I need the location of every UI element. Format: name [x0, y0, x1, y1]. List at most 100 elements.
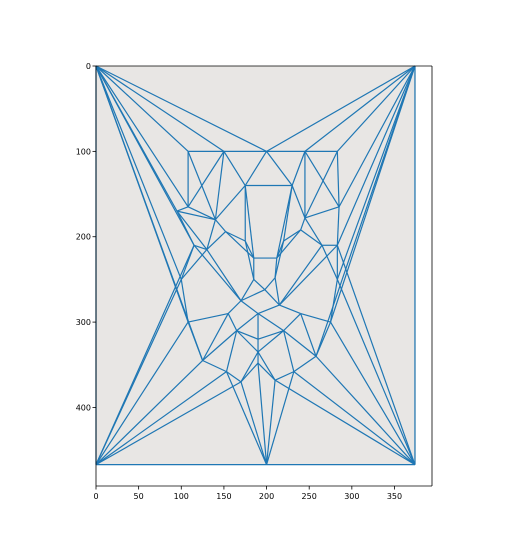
mesh-edge: [283, 229, 301, 242]
mesh-edge: [236, 313, 259, 332]
mesh-edge: [304, 65, 416, 152]
mesh-edge: [95, 371, 227, 466]
mesh-edge: [304, 151, 338, 219]
mesh-edge: [95, 65, 267, 152]
mesh-edge: [293, 371, 416, 466]
mesh-edge: [257, 351, 276, 381]
mesh-edge: [274, 379, 416, 466]
photo-placeholder: [96, 66, 416, 465]
mesh-edge: [264, 277, 276, 291]
mesh-edge: [214, 185, 246, 221]
mesh-edge: [227, 300, 242, 314]
mesh-edge: [95, 65, 189, 152]
mesh-edge: [266, 151, 293, 186]
mesh-edge: [95, 65, 189, 208]
mesh-edge: [279, 304, 301, 315]
mesh-edge: [193, 244, 208, 251]
mesh-edge: [283, 313, 302, 332]
mesh-edge: [264, 289, 280, 306]
mesh-edge: [300, 313, 317, 357]
mesh-edge: [214, 151, 225, 220]
mesh-edge: [95, 65, 225, 152]
mesh-edge: [283, 330, 317, 357]
mesh-edge: [244, 240, 255, 280]
mesh-edge: [180, 279, 189, 323]
mesh-edge: [257, 362, 276, 381]
mesh-edge: [227, 313, 238, 331]
mesh-edge: [206, 219, 216, 250]
mesh-edge: [187, 312, 229, 323]
y-tick-label: 200: [76, 233, 91, 242]
mesh-edge: [253, 278, 266, 291]
mesh-edge: [336, 245, 416, 465]
mesh-edge: [315, 321, 332, 357]
mesh-edge: [95, 381, 242, 466]
mesh-edge: [278, 244, 323, 306]
mesh-edge: [336, 151, 340, 207]
mesh-edge: [223, 151, 246, 186]
mesh-edge: [274, 371, 295, 381]
mesh-edge: [304, 206, 340, 219]
axes: 0 50 100 150 200 250 300 350 0 100 200 300 400: [76, 62, 433, 501]
mesh-edge: [202, 330, 238, 361]
mesh-edge: [180, 245, 195, 280]
mesh-edge: [202, 359, 227, 373]
x-tick-label: 100: [174, 492, 189, 501]
mesh-edge: [304, 217, 323, 246]
mesh-edge: [214, 219, 227, 233]
mesh-edge: [244, 240, 255, 259]
mesh-edge: [240, 351, 259, 383]
mesh-edge: [276, 185, 293, 259]
mesh-edge: [225, 231, 246, 242]
mesh-edge: [176, 210, 195, 246]
mesh-edge: [176, 210, 216, 221]
x-tick-label: 0: [93, 492, 98, 501]
mesh-edge: [176, 210, 208, 250]
mesh-edge: [95, 65, 195, 246]
y-tick-label: 400: [76, 403, 91, 412]
y-tick-label: 100: [76, 147, 91, 156]
mesh-edge: [95, 245, 195, 465]
mesh-edge: [329, 279, 338, 323]
mesh-edge: [266, 65, 416, 152]
mesh-edge: [257, 330, 284, 353]
mesh-edge: [193, 244, 242, 302]
x-tick-label: 150: [216, 492, 231, 501]
mesh-edge: [236, 330, 259, 340]
y-tick-label: 0: [86, 62, 91, 71]
mesh-edge: [274, 277, 280, 306]
mesh-edge: [236, 330, 259, 353]
mesh-edge: [202, 313, 229, 361]
mesh-edge: [291, 185, 306, 219]
mesh-edge: [293, 355, 317, 373]
mesh-edge: [276, 229, 302, 259]
x-tick-label: 250: [302, 492, 317, 501]
mesh-edge: [95, 65, 204, 361]
mesh-edge: [95, 65, 182, 280]
mesh-edge: [338, 65, 416, 208]
y-tick-label: 300: [76, 318, 91, 327]
mesh-edge: [330, 321, 416, 465]
mesh-edge: [225, 231, 255, 259]
mesh-edge: [176, 206, 189, 212]
x-tick-label: 300: [344, 492, 359, 501]
mesh-edge: [240, 381, 268, 465]
mesh-edge: [95, 321, 189, 465]
mesh-edge: [95, 360, 204, 466]
mesh-edge: [300, 312, 331, 323]
mesh-edge: [336, 279, 416, 465]
mesh-edge: [336, 206, 340, 246]
mesh-edge: [304, 151, 340, 208]
mesh-edge: [257, 363, 268, 465]
mesh-edge: [336, 65, 416, 246]
mesh-edge: [240, 289, 266, 302]
mesh-edge: [244, 151, 268, 186]
mesh-edge: [336, 65, 416, 152]
mesh-edge: [300, 217, 306, 231]
mesh-edge: [257, 330, 284, 340]
mesh-edge: [240, 279, 255, 302]
mesh-edge: [265, 380, 276, 465]
mesh-edge: [336, 65, 416, 280]
mesh-edge: [265, 371, 295, 465]
